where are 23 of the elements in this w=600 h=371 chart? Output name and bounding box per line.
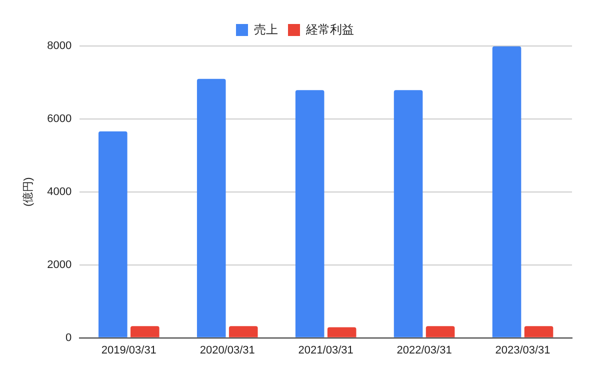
y-tick-label: 2000 bbox=[47, 258, 72, 271]
y-tick-label: 0 bbox=[66, 332, 72, 344]
x-tick-label: 2022/03/31 bbox=[396, 344, 452, 356]
bar bbox=[228, 326, 258, 338]
bar bbox=[394, 90, 423, 338]
bar bbox=[524, 326, 554, 338]
x-tick-label: 2021/03/31 bbox=[298, 344, 354, 356]
bar bbox=[295, 90, 324, 338]
legend-label: 経常利益 bbox=[305, 22, 354, 36]
bar bbox=[196, 78, 226, 338]
bar bbox=[130, 326, 160, 338]
y-tick-label: 6000 bbox=[47, 112, 72, 125]
y-axis-title: (億円) bbox=[22, 177, 35, 207]
y-tick-label: 4000 bbox=[47, 186, 72, 198]
bar bbox=[426, 326, 455, 338]
x-tick-label: 2023/03/31 bbox=[495, 344, 550, 356]
y-tick-label: 8000 bbox=[47, 40, 72, 52]
bar bbox=[98, 131, 128, 338]
x-tick-label: 2020/03/31 bbox=[200, 344, 255, 356]
bar bbox=[327, 327, 356, 338]
bar bbox=[492, 46, 522, 338]
legend-label: 売上 bbox=[254, 22, 278, 36]
x-tick-label: 2019/03/31 bbox=[101, 344, 156, 356]
